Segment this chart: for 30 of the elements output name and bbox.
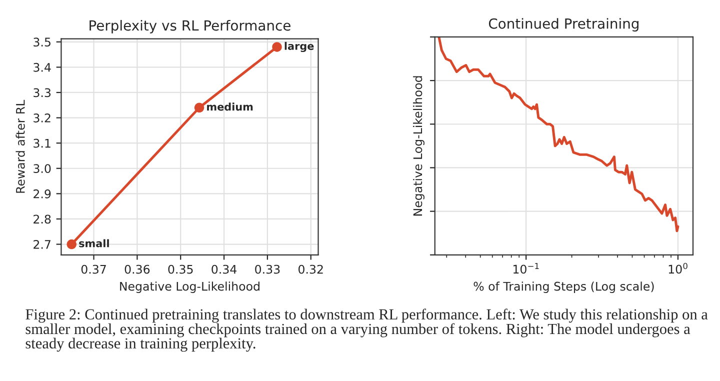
annotation: medium	[207, 102, 253, 111]
x-tick-label: 0.34	[212, 264, 236, 274]
y-tick-label: 3.3	[34, 88, 51, 98]
y-tick-label: 3.4	[34, 62, 51, 72]
y-tick-label: 3.1	[34, 138, 50, 148]
x-tick-label: 0.36	[124, 264, 150, 274]
y-tick-label: 3.5	[34, 38, 50, 47]
x-tick-label: 10$^{0}$	[668, 262, 688, 274]
point	[272, 42, 282, 52]
x-tick-label: 0.32	[298, 264, 323, 274]
annotation: large	[284, 42, 314, 52]
annotation: small	[79, 239, 109, 248]
x-tick-label: 0.37	[81, 264, 106, 274]
y-tick-label: 2.8	[34, 214, 51, 224]
point	[66, 239, 76, 250]
x-tick-label: 0.33	[255, 264, 280, 274]
y-axis-title: Negative Log-Likelihood	[413, 76, 424, 216]
x-axis-title: % of Training Steps (Log scale)	[474, 282, 654, 294]
x-axis-title: Negative Log-Likelihood	[120, 282, 260, 294]
x-tick-label: 0.35	[168, 264, 193, 274]
caption: Figure 2: Continued pretraining translates to downstream RL performance. Left: We study this relationship on a smaller model, examining checkpoints trained on a varying number of tokens. Right: The model undergoes a steady decrease in training perplexity.	[26, 308, 708, 352]
chart-title: Perplexity vs RL Performance	[90, 20, 290, 34]
x-tick-label: 10$^{−1}$	[513, 262, 539, 274]
y-tick-label: 2.7	[34, 240, 50, 249]
y-axis-title: Reward after RL	[16, 100, 25, 193]
y-tick-label: 2.9	[34, 189, 51, 198]
point	[194, 102, 204, 113]
chart-title: Continued Pretraining	[488, 18, 638, 32]
y-tick-label: 3.0	[34, 164, 51, 174]
y-tick-label: 3.2	[34, 114, 50, 122]
